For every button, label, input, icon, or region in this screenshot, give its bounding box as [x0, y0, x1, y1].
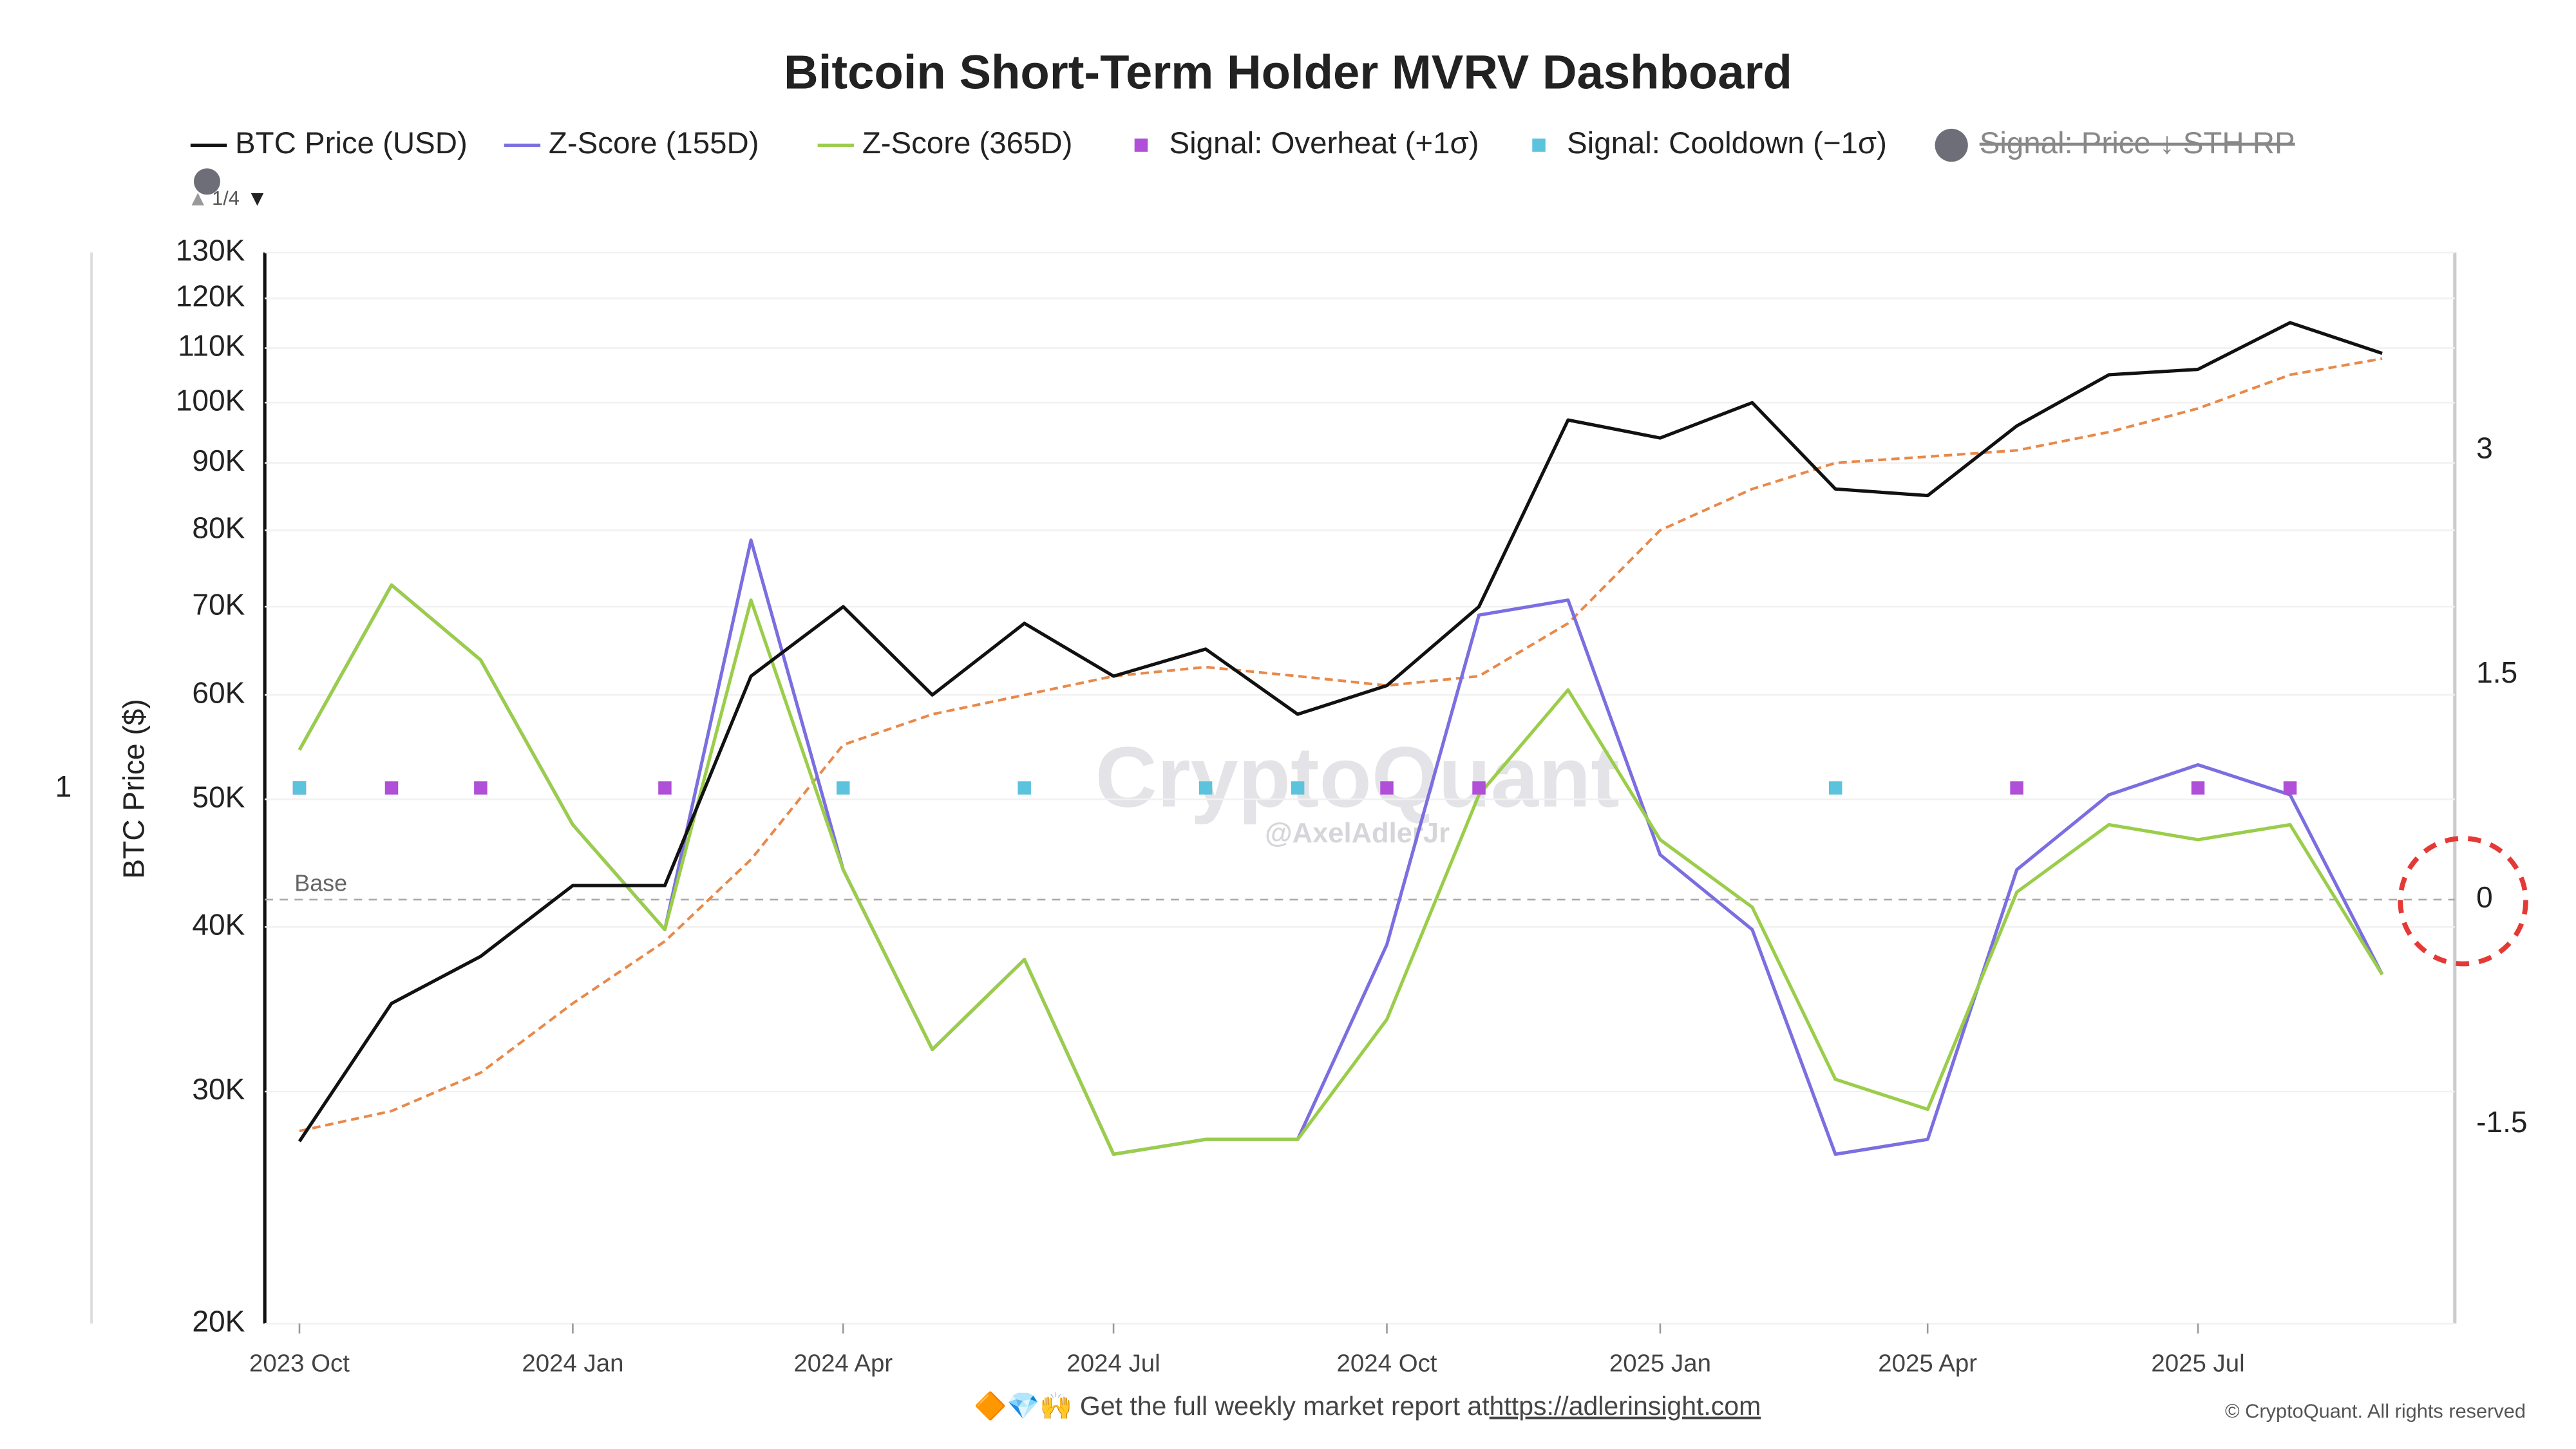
pager-up[interactable]: ▲: [187, 187, 209, 211]
y2-tick-label: -1.5: [2476, 1105, 2527, 1139]
chart-title: Bitcoin Short-Term Holder MVRV Dashboard: [784, 46, 1792, 99]
x-tick-label: 2024 Jan: [522, 1349, 623, 1377]
legend-label[interactable]: Z-Score (155D): [549, 126, 759, 160]
signal-marker: [2283, 781, 2297, 795]
y-tick-label: 80K: [192, 511, 245, 545]
y-tick-label: 60K: [192, 676, 245, 709]
y2-tick-label: 1.5: [2476, 656, 2517, 689]
legend-label[interactable]: Signal: Cooldown (−1σ): [1567, 126, 1887, 160]
x-tick-label: 2024 Apr: [793, 1349, 893, 1377]
legend-label[interactable]: Signal: Overheat (+1σ): [1169, 126, 1479, 160]
signal-marker: [1380, 781, 1394, 795]
legend: BTC Price (USD) Z-Score (155D) Z-Score (36…: [190, 126, 2295, 162]
pager-icon: [193, 168, 220, 195]
signal-marker: [1291, 781, 1305, 795]
y-tick-label: 130K: [176, 233, 245, 267]
x-tick-label: 2023 Oct: [249, 1349, 350, 1377]
grid-layer: 20K 30K 40K 50K 60K 70K 80K 90K 100K 110K 120K 130K…: [176, 233, 2528, 1377]
signal-marker: [1198, 781, 1213, 795]
y-tick-label: 120K: [176, 279, 245, 312]
y-tick-label: 70K: [192, 587, 245, 621]
footer-text: 🔶💎🙌 Get the full weekly market report at: [974, 1390, 1490, 1421]
y-axis-title: BTC Price ($): [117, 699, 150, 878]
signal-marker: [658, 781, 672, 795]
legend-label[interactable]: Signal: Price ↓ STH RP: [1980, 126, 2295, 160]
y-tick-label: 30K: [192, 1072, 245, 1106]
y-tick-label: 110K: [178, 329, 245, 363]
signal-marker: [292, 781, 307, 795]
x-tick-label: 2025 Apr: [1878, 1349, 1977, 1377]
signal-marker: [2010, 781, 2023, 795]
legend-label[interactable]: Z-Score (365D): [862, 126, 1073, 160]
footer-link[interactable]: https://adlerinsight.com: [1490, 1391, 1761, 1421]
pager-count: 1/4: [212, 187, 240, 209]
signal-marker: [2191, 781, 2205, 795]
pager-down[interactable]: ▼: [247, 187, 268, 211]
signal-marker: [474, 781, 488, 795]
plot-layer: [292, 321, 2384, 1156]
y-tick-label: 20K: [192, 1304, 245, 1338]
x-tick-label: 2025 Jan: [1609, 1349, 1711, 1377]
x-tick-label: 2024 Jul: [1066, 1349, 1160, 1377]
series-line: [298, 583, 2384, 1156]
legend-swatch: [1935, 128, 1968, 162]
y-tick-label: 40K: [192, 908, 245, 942]
copyright: © CryptoQuant. All rights reserved: [2225, 1400, 2526, 1423]
legend-label[interactable]: BTC Price (USD): [235, 126, 468, 160]
y-tick-label: 50K: [192, 780, 245, 813]
signal-marker: [1828, 781, 1842, 795]
legend-swatch: [1532, 138, 1546, 152]
signal-marker: [836, 781, 850, 795]
series-line: [298, 321, 2383, 1142]
signal-marker: [384, 781, 399, 795]
signal-marker: [1018, 781, 1031, 795]
reference-line: [299, 357, 2383, 1133]
left-label: 1: [55, 770, 72, 803]
x-tick-label: 2024 Oct: [1337, 1349, 1437, 1377]
baseline-label: Base: [294, 870, 347, 896]
watermark: CryptoQuant: [1095, 729, 1619, 825]
x-tick-label: 2025 Jul: [2151, 1349, 2244, 1377]
signal-marker: [1472, 781, 1486, 795]
y-tick-label: 90K: [192, 444, 245, 477]
annotation-circle: [2398, 835, 2528, 967]
y2-tick-label: 0: [2476, 880, 2493, 914]
legend-swatch: [1134, 138, 1148, 152]
y2-tick-label: 3: [2476, 431, 2493, 464]
y-tick-label: 100K: [176, 383, 245, 417]
